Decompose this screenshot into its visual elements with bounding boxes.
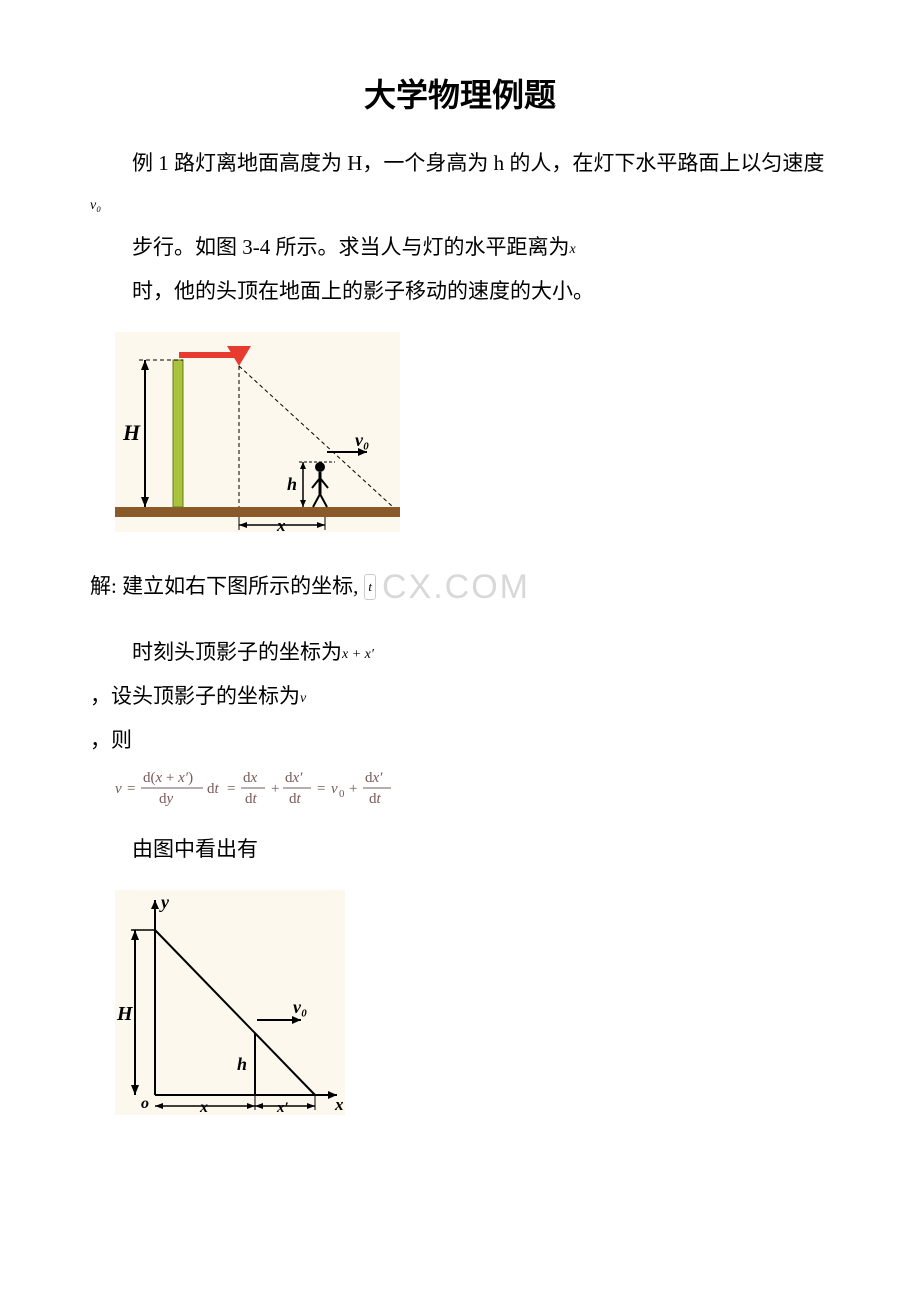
figure-1-svg: H h v₀ x [115,332,400,532]
v-symbol: v [300,691,306,706]
x-symbol: x [570,242,576,257]
origin-label: o [141,1095,149,1112]
svg-text:+: + [271,781,279,797]
svg-text:dx′: dx′ [285,770,303,786]
fig2-bg [115,890,345,1115]
svg-text:v: v [331,781,338,797]
svg-text:v: v [115,781,122,797]
paragraph-5: ，设头顶影子的坐标为v [90,677,830,717]
person-head [315,462,325,472]
svg-text:=: = [227,781,235,797]
svg-text:dt: dt [245,791,258,807]
svg-text:d(x + x′): d(x + x′) [143,770,193,786]
watermark-text: CX.COM [382,555,530,620]
svg-text:dt: dt [289,791,302,807]
sol-intro: 解: 建立如右下图所示的坐标, [90,567,358,607]
xxprime: x + x′ [342,647,374,662]
ground [115,507,400,517]
paragraph-1: 例 1 路灯离地面高度为 H，一个身高为 h 的人，在灯下水平路面上以匀速度 v₀ [90,144,830,224]
svg-text:0: 0 [339,788,345,800]
paragraph-3: 时，他的头顶在地面上的影子移动的速度的大小。 [90,272,830,312]
y-label: y [159,892,170,912]
paragraph-4: 时刻头顶影子的坐标为x + x′ [90,633,830,673]
formula-1: v = d(x + x′) dy dt = dx dt + dx′ dt = v… [115,767,830,814]
t-symbol: t [364,574,376,601]
svg-text:=: = [127,781,135,797]
paragraph-7: 由图中看出有 [90,830,830,870]
p4-text: 时刻头顶影子的坐标为 [132,640,342,664]
xdim2-label: x [199,1099,208,1115]
page-title: 大学物理例题 [90,70,830,116]
small-h-label-2: h [237,1054,247,1074]
formula-svg: v = d(x + x′) dy dt = dx dt + dx′ dt = v… [115,767,455,809]
figure-1: H h v₀ x [115,332,830,537]
x-dim-label: x [276,516,286,532]
h-cap-label: H [122,420,141,445]
svg-text:dt: dt [207,781,220,797]
xprime-label: x′ [276,1100,289,1115]
h-small-label: h [287,474,297,494]
svg-text:=: = [317,781,325,797]
lamp-arm [179,352,239,358]
x-axis-label: x [334,1095,344,1114]
svg-text:dt: dt [369,791,382,807]
paragraph-2: 步行。如图 3-4 所示。求当人与灯的水平距离为x [90,228,830,268]
svg-text:dx′: dx′ [365,770,383,786]
svg-text:+: + [349,781,357,797]
svg-text:dy: dy [159,791,174,807]
svg-text:dx: dx [243,770,258,786]
p1-text: 例 1 路灯离地面高度为 H，一个身高为 h 的人，在灯下水平路面上以匀速度 [132,151,824,175]
paragraph-6: ，则 [90,721,830,761]
p2-text: 步行。如图 3-4 所示。求当人与灯的水平距离为 [132,235,570,259]
v0-label: v₀ [355,430,369,450]
v0-label-2: v₀ [293,997,307,1017]
figure-2: y x o H h v₀ x x′ [115,890,830,1120]
v0-symbol: v₀ [90,198,101,213]
figure-2-svg: y x o H h v₀ x x′ [115,890,345,1115]
big-h-label: H [116,1003,134,1025]
solution-line: 解: 建立如右下图所示的坐标, t CX.COM [90,555,830,620]
p5-text: ，设头顶影子的坐标为 [90,684,300,708]
lamp-pole [173,360,183,507]
